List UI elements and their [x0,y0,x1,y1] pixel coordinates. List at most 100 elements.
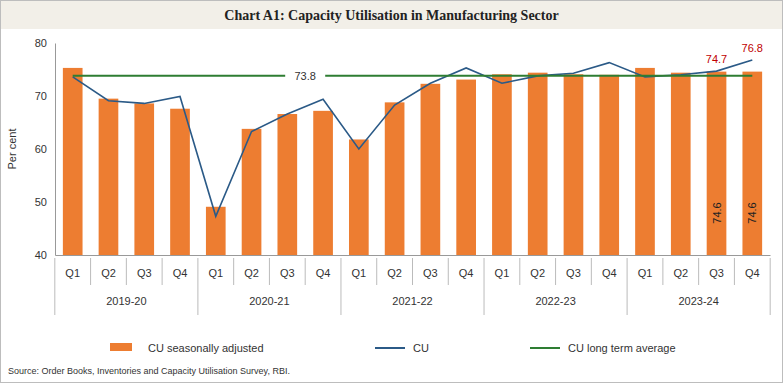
x-tick-label: Q3 [709,267,724,279]
y-tick-label: 80 [35,37,47,49]
x-tick: Q2 [244,255,259,279]
x-separator [305,258,306,285]
x-group-label: 2021-22 [392,295,432,307]
x-separator [555,258,556,285]
x-tick: Q2 [530,255,545,279]
bar-value-label: 74.6 [746,202,758,223]
label-background [285,68,325,84]
x-tick: Q4 [316,255,331,279]
x-group-label: 2020-21 [249,295,289,307]
line [73,60,753,216]
x-separator [233,258,234,285]
x-tick-label: Q2 [244,267,259,279]
x-separator [448,258,449,285]
bar [635,68,655,255]
bar [456,80,476,255]
bar [742,72,762,255]
x-tick: Q2 [387,255,402,279]
x-separator [126,258,127,285]
legend-item: CU seasonally adjusted [110,342,264,354]
x-tick: Q3 [423,255,438,279]
x-tick-label: Q3 [280,267,295,279]
x-tick-label: Q1 [208,267,223,279]
x-group-label: 2022-23 [535,295,575,307]
x-separator [770,258,771,315]
x-group-label: 2019-20 [106,295,146,307]
x-separator [662,258,663,285]
legend-label: CU seasonally adjusted [148,342,264,354]
bar [170,109,190,255]
x-tick: Q1 [638,255,653,279]
bar [707,72,727,255]
x-tick-label: Q4 [173,267,188,279]
x-axis-line [56,255,771,256]
bar [564,74,584,255]
x-tick: Q2 [101,255,116,279]
y-tick: 70 [35,90,55,102]
x-tick-label: Q2 [530,267,545,279]
x-tick-label: Q1 [352,267,367,279]
legend-label: CU long term average [568,342,676,354]
line-value-label: 76.8 [742,42,763,54]
x-separator [484,258,485,315]
legend-item: CU long term average [530,342,676,354]
x-tick-label: Q4 [602,267,617,279]
x-tick-label: Q2 [101,267,116,279]
legend-swatch [530,347,560,349]
x-separator [340,258,341,315]
x-tick: Q4 [459,255,474,279]
x-tick: Q3 [566,255,581,279]
x-tick: Q4 [173,255,188,279]
x-group-label: 2023-24 [678,295,718,307]
y-tick-label: 60 [35,143,47,155]
x-separator [197,258,198,315]
y-axis-title: Per cent [6,129,18,170]
y-tick-label: 70 [35,90,47,102]
x-tick: Q4 [745,255,760,279]
bar [134,103,154,255]
x-separator [269,258,270,285]
legend-item: CU [375,342,429,354]
bar [313,111,333,255]
x-tick: Q3 [280,255,295,279]
x-separator [162,258,163,285]
x-separator [698,258,699,285]
legend-swatch [110,343,132,351]
x-separator [734,258,735,285]
x-tick: Q1 [352,255,367,279]
bar [99,99,119,255]
y-axis-line [55,44,56,256]
bar [277,114,297,255]
x-tick: Q1 [495,255,510,279]
line [73,75,753,77]
y-tick-label: 50 [35,196,47,208]
x-tick-label: Q3 [423,267,438,279]
x-tick: Q1 [65,255,80,279]
x-separator [90,258,91,285]
x-tick-label: Q1 [65,267,80,279]
bar [349,139,369,255]
x-tick: Q3 [709,255,724,279]
x-tick-label: Q4 [316,267,331,279]
bar [421,84,441,255]
x-separator [376,258,377,285]
x-tick-label: Q4 [459,267,474,279]
y-tick-label: 40 [35,249,47,261]
x-tick: Q4 [602,255,617,279]
x-separator [627,258,628,315]
x-table: 2019-20 2020-21 2021-22 2022-23 2023-24 [55,258,770,315]
bar [63,68,83,255]
y-tick: 50 [35,196,55,208]
value-labels: 74.674.674.776.873.8 [285,42,763,224]
title-box [1,1,782,29]
bar [492,74,512,255]
y-tick: 80 [35,37,55,49]
x-tick-label: Q2 [387,267,402,279]
source: Source: Order Books, Inventories and Cap… [8,366,290,376]
bar-value-label: 74.6 [711,202,723,223]
y-tick: 60 [35,143,55,155]
plot-area [63,60,762,255]
x-separator [412,258,413,285]
line-value-label: 74.7 [706,53,727,65]
x-tick-label: Q4 [745,267,760,279]
